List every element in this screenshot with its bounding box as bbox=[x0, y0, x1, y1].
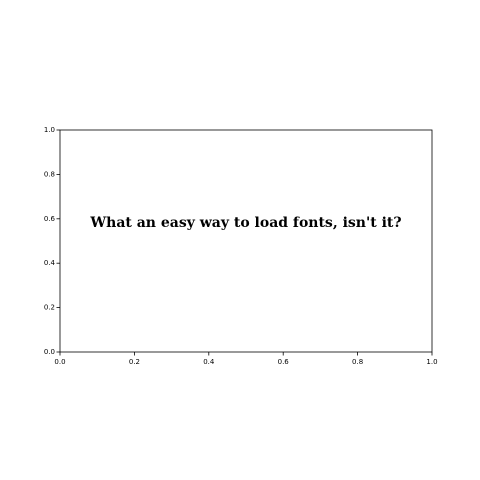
x-tick-label: 0.0 bbox=[54, 358, 65, 366]
y-tick-label: 0.6 bbox=[44, 215, 56, 223]
y-tick-label: 1.0 bbox=[44, 126, 55, 134]
x-tick-label: 0.4 bbox=[203, 358, 215, 366]
x-axis-ticks: 0.0 0.2 0.4 0.6 0.8 1.0 bbox=[54, 352, 438, 366]
y-tick-label: 0.2 bbox=[44, 304, 55, 312]
x-tick-label: 0.6 bbox=[278, 358, 290, 366]
y-tick-label: 0.4 bbox=[44, 259, 56, 267]
y-axis-ticks: 0.0 0.2 0.4 0.6 0.8 1.0 bbox=[44, 126, 60, 356]
y-tick-label: 0.8 bbox=[44, 170, 55, 178]
x-tick-label: 0.2 bbox=[129, 358, 140, 366]
y-tick-label: 0.0 bbox=[44, 348, 55, 356]
plot-area-frame bbox=[59, 129, 433, 353]
chart-annotation: What an easy way to load fonts, isn't it… bbox=[89, 215, 401, 231]
x-tick-label: 0.8 bbox=[352, 358, 363, 366]
x-tick-label: 1.0 bbox=[426, 358, 437, 366]
